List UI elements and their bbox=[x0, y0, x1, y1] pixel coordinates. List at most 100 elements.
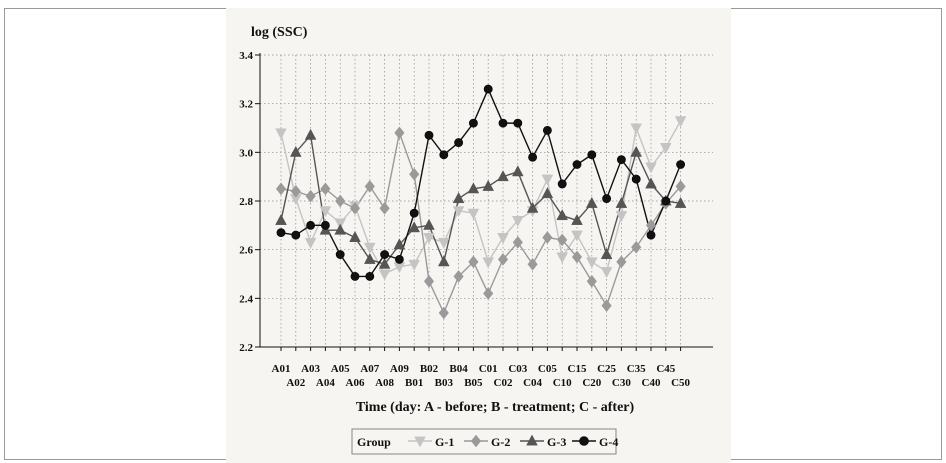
series-line-g-1 bbox=[280, 120, 682, 275]
y-tick-label: 2.6 bbox=[239, 245, 253, 257]
data-point-triangle-up bbox=[571, 213, 583, 225]
x-tick-label: C04 bbox=[523, 377, 542, 389]
x-tick-label: A05 bbox=[331, 363, 350, 375]
data-point-circle bbox=[602, 194, 612, 203]
data-point-triangle-up bbox=[482, 179, 495, 191]
data-point-diamond bbox=[586, 274, 597, 288]
data-point-triangle-up bbox=[275, 213, 287, 225]
x-axis-title: Time (day: A - before; B - treatment; C … bbox=[356, 400, 635, 415]
data-point-diamond bbox=[409, 167, 420, 181]
data-point-circle bbox=[631, 174, 641, 184]
data-point-triangle-down bbox=[541, 174, 554, 186]
x-tick-label: A09 bbox=[390, 363, 409, 375]
data-point-triangle-up bbox=[526, 434, 538, 446]
data-point-diamond bbox=[275, 182, 287, 196]
data-point-triangle-up bbox=[556, 209, 569, 221]
data-point-triangle-up bbox=[585, 196, 598, 208]
data-point-circle bbox=[579, 436, 589, 446]
data-point-circle bbox=[498, 118, 508, 128]
legend-label: G-3 bbox=[547, 435, 566, 449]
data-point-circle bbox=[572, 160, 582, 169]
data-point-triangle-down bbox=[497, 233, 509, 245]
axes bbox=[259, 53, 713, 348]
x-tick-label: C20 bbox=[582, 377, 601, 389]
x-tick-label: B05 bbox=[464, 377, 483, 389]
x-tick-label: C35 bbox=[627, 363, 646, 375]
data-point-circle bbox=[646, 230, 656, 240]
data-point-triangle-down bbox=[414, 436, 426, 448]
x-tick-label: C45 bbox=[656, 363, 675, 375]
x-tick-label: C10 bbox=[553, 377, 572, 389]
data-point-triangle-up bbox=[645, 177, 657, 189]
series-group bbox=[275, 84, 687, 320]
data-point-triangle-down bbox=[645, 162, 657, 174]
data-point-circle bbox=[409, 208, 419, 218]
data-point-diamond bbox=[438, 306, 449, 320]
x-tick-label: B03 bbox=[435, 377, 454, 389]
data-point-diamond bbox=[675, 179, 686, 193]
data-point-triangle-down bbox=[511, 216, 524, 228]
y-tick-label: 3.0 bbox=[239, 147, 253, 159]
y-tick-label: 2.4 bbox=[239, 293, 253, 305]
data-point-diamond bbox=[470, 434, 482, 448]
x-tick-label: B02 bbox=[420, 363, 439, 375]
legend-box bbox=[351, 428, 617, 455]
data-point-diamond bbox=[601, 299, 612, 313]
data-point-triangle-up bbox=[615, 196, 628, 208]
data-point-triangle-up bbox=[363, 252, 376, 264]
data-point-triangle-down bbox=[630, 123, 643, 135]
x-tick-label: A07 bbox=[360, 363, 379, 375]
legend-label: G-2 bbox=[491, 435, 510, 449]
data-point-triangle-up bbox=[393, 238, 406, 250]
data-point-diamond bbox=[305, 189, 316, 203]
data-point-triangle-down bbox=[674, 116, 687, 128]
data-point-triangle-down bbox=[437, 237, 450, 249]
data-point-circle bbox=[380, 250, 390, 259]
data-point-triangle-down bbox=[571, 230, 583, 242]
data-point-triangle-down bbox=[275, 128, 287, 140]
data-point-triangle-up bbox=[452, 192, 465, 204]
data-point-triangle-up bbox=[526, 201, 539, 213]
data-point-triangle-up bbox=[304, 128, 317, 140]
data-point-circle bbox=[616, 155, 626, 165]
data-point-diamond bbox=[571, 250, 583, 264]
y-tick-label: 2.8 bbox=[239, 196, 253, 208]
data-point-triangle-down bbox=[452, 206, 465, 218]
data-point-diamond bbox=[364, 179, 375, 193]
data-point-circle bbox=[661, 196, 671, 206]
data-point-triangle-up bbox=[289, 145, 302, 157]
y-tick-label: 2.2 bbox=[239, 342, 253, 354]
data-point-triangle-up bbox=[541, 187, 554, 199]
data-point-circle bbox=[276, 228, 286, 238]
data-point-diamond bbox=[320, 182, 331, 196]
data-point-circle bbox=[291, 230, 301, 240]
y-tick-label: 3.2 bbox=[239, 99, 253, 111]
data-point-diamond bbox=[497, 252, 509, 266]
data-point-diamond bbox=[512, 235, 523, 249]
data-point-diamond bbox=[468, 255, 479, 269]
grid-lines bbox=[260, 54, 713, 348]
data-point-triangle-up bbox=[349, 230, 361, 242]
y-ticks: 2.2 2.4 2.6 2.8 3.0 3.2 3.4 bbox=[239, 50, 260, 354]
data-point-diamond bbox=[349, 201, 361, 215]
data-point-diamond bbox=[483, 287, 494, 300]
data-point-triangle-down bbox=[304, 237, 317, 249]
data-point-triangle-down bbox=[615, 211, 628, 223]
data-point-triangle-up bbox=[674, 196, 687, 208]
data-point-circle bbox=[557, 179, 567, 189]
data-point-triangle-down bbox=[363, 242, 376, 254]
data-point-triangle-up bbox=[497, 170, 509, 182]
data-point-circle bbox=[468, 118, 478, 128]
data-point-triangle-up bbox=[334, 223, 347, 235]
x-tick-label: C30 bbox=[612, 377, 631, 389]
legend-label: G-1 bbox=[435, 435, 454, 449]
data-point-circle bbox=[320, 220, 330, 230]
data-point-diamond bbox=[616, 255, 627, 269]
legend: Group G-1 G-2 G-3 G-4 bbox=[351, 428, 618, 455]
x-tick-label: C02 bbox=[494, 377, 513, 389]
x-tick-label: B01 bbox=[405, 377, 423, 389]
data-point-triangle-down bbox=[408, 259, 421, 271]
data-point-diamond bbox=[557, 233, 568, 247]
x-tick-label: A01 bbox=[272, 363, 291, 375]
